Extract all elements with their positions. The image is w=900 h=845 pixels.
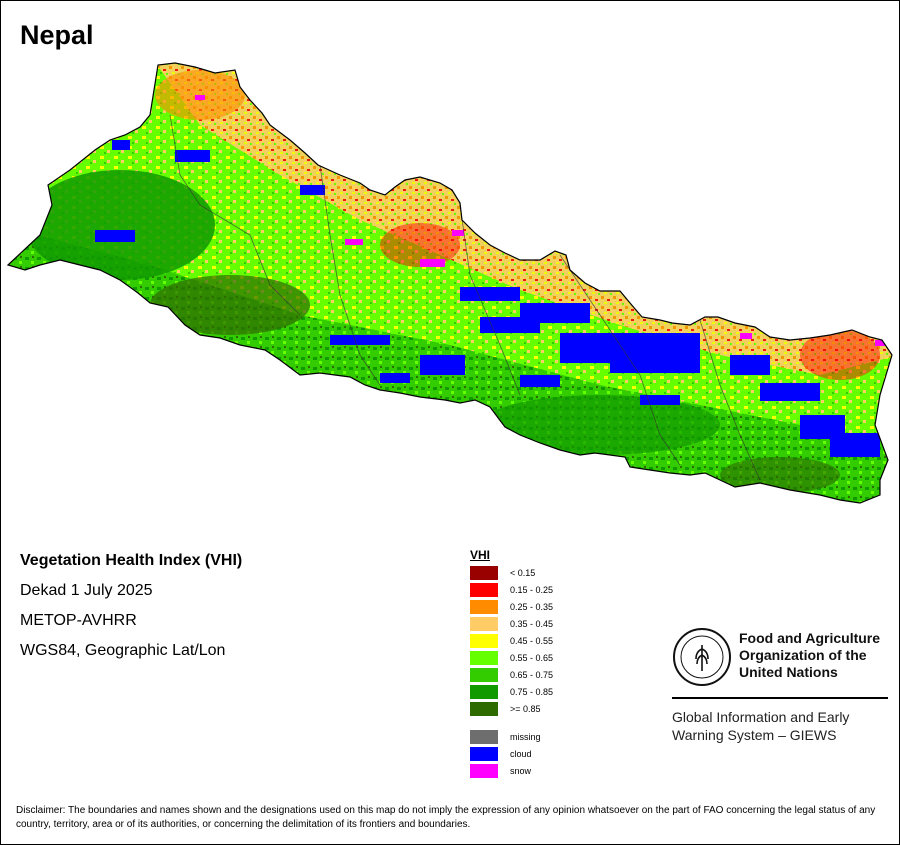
org-name-line2: Organization of the (739, 647, 867, 663)
period-label: Dekad 1 July 2025 (20, 582, 153, 599)
org-name-line3: United Nations (739, 664, 838, 680)
legend-swatch (470, 764, 498, 778)
legend-item: 0.55 - 0.65 (470, 651, 553, 665)
legend-item: 0.35 - 0.45 (470, 617, 553, 631)
fao-logo-icon (673, 628, 731, 686)
legend-swatch (470, 566, 498, 580)
legend-swatch (470, 702, 498, 716)
legend-swatch (470, 583, 498, 597)
legend-item: 0.25 - 0.35 (470, 600, 553, 614)
legend-label: 0.15 - 0.25 (510, 585, 554, 595)
legend-item: missing (470, 730, 541, 744)
legend-label: 0.35 - 0.45 (510, 619, 554, 629)
sensor-label: METOP-AVHRR (20, 612, 137, 629)
legend-item: 0.75 - 0.85 (470, 685, 553, 699)
map-title: Nepal (20, 20, 94, 50)
legend-label: >= 0.85 (510, 704, 541, 714)
legend-label: missing (510, 732, 541, 742)
legend-item: >= 0.85 (470, 702, 541, 716)
legend-label: snow (510, 766, 532, 776)
legend-item: snow (470, 764, 531, 778)
nepal-vhi-raster (6, 62, 893, 504)
legend-item: < 0.15 (470, 566, 535, 580)
legend-title: VHI (470, 548, 491, 562)
vhi-raster-layer (8, 63, 892, 503)
legend-swatch (470, 600, 498, 614)
legend-swatch (470, 617, 498, 631)
legend-swatch (470, 634, 498, 648)
index-name: Vegetation Health Index (VHI) (20, 552, 243, 569)
system-name-line1: Global Information and Early (672, 709, 850, 725)
org-name-line1: Food and Agriculture (739, 630, 881, 646)
legend-item: 0.45 - 0.55 (470, 634, 553, 648)
legend-swatch (470, 685, 498, 699)
legend-label: cloud (510, 749, 532, 759)
org-divider (672, 697, 888, 699)
legend-label: 0.65 - 0.75 (510, 670, 554, 680)
legend-item: 0.15 - 0.25 (470, 583, 553, 597)
system-name-line2: Warning System – GIEWS (672, 727, 837, 743)
legend-swatch (470, 747, 498, 761)
legend-item: 0.65 - 0.75 (470, 668, 553, 682)
legend-label: 0.45 - 0.55 (510, 636, 554, 646)
legend-label: 0.75 - 0.85 (510, 687, 554, 697)
projection-label: WGS84, Geographic Lat/Lon (20, 642, 226, 659)
vhi-map (0, 55, 900, 505)
disclaimer-text: Disclaimer: The boundaries and names sho… (16, 805, 876, 830)
legend-label: 0.55 - 0.65 (510, 653, 554, 663)
legend-label: < 0.15 (510, 568, 536, 578)
country-boundary (6, 62, 893, 504)
legend-swatch (470, 651, 498, 665)
legend-item: cloud (470, 747, 532, 761)
legend-label: 0.25 - 0.35 (510, 602, 554, 612)
legend-swatch (470, 668, 498, 682)
legend-swatch (470, 730, 498, 744)
